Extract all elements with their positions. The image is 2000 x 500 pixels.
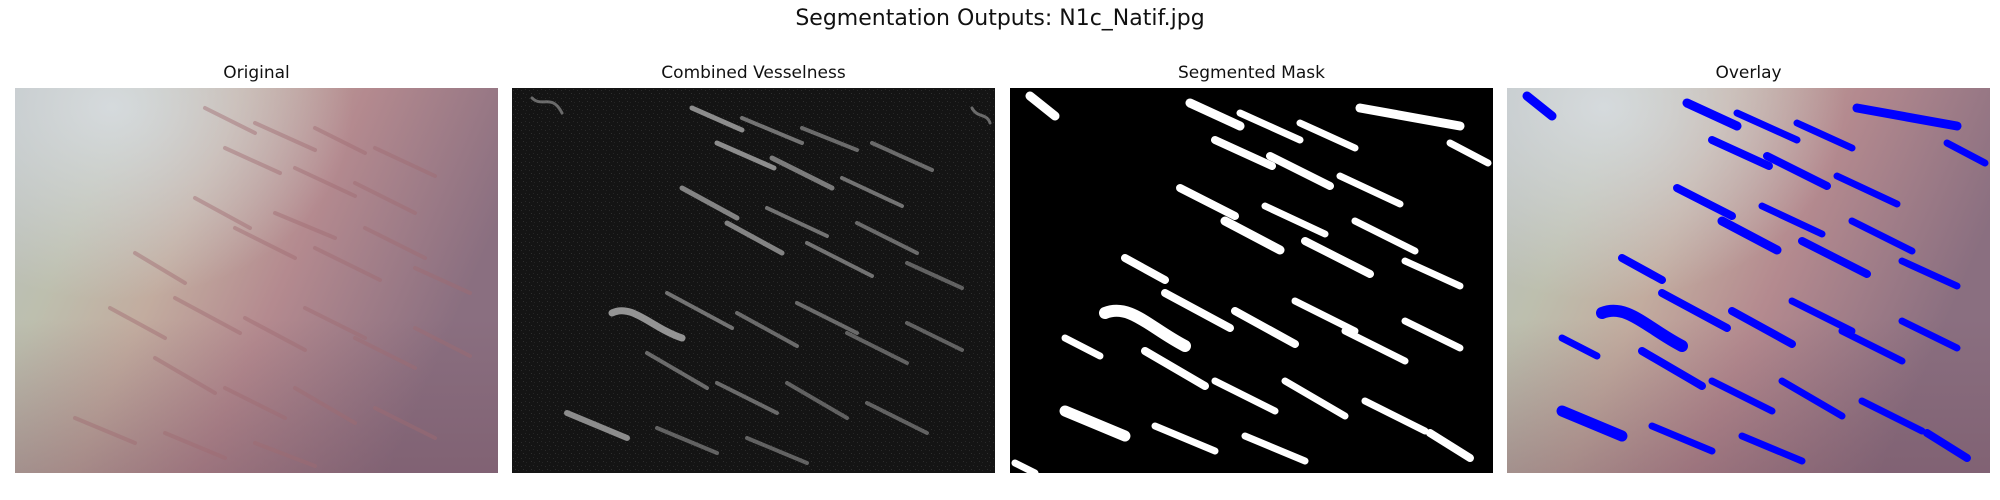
panel-overlay: Overlay xyxy=(1507,62,1990,473)
panel-title-segmented-mask: Segmented Mask xyxy=(1178,63,1325,83)
panel-vesselness: Combined Vesselness xyxy=(512,62,995,473)
panel-original: Original xyxy=(15,62,498,473)
panel-title-original: Original xyxy=(223,63,290,83)
panel-title-vesselness: Combined Vesselness xyxy=(661,63,846,83)
original-image xyxy=(15,88,498,473)
panel-segmented-mask: Segmented Mask xyxy=(1010,62,1493,473)
figure-suptitle: Segmentation Outputs: N1c_Natif.jpg xyxy=(795,6,1205,31)
vesselness-image xyxy=(512,88,995,473)
segmented-mask-image xyxy=(1010,88,1493,473)
panel-title-overlay: Overlay xyxy=(1715,63,1782,83)
overlay-image xyxy=(1507,88,1990,473)
